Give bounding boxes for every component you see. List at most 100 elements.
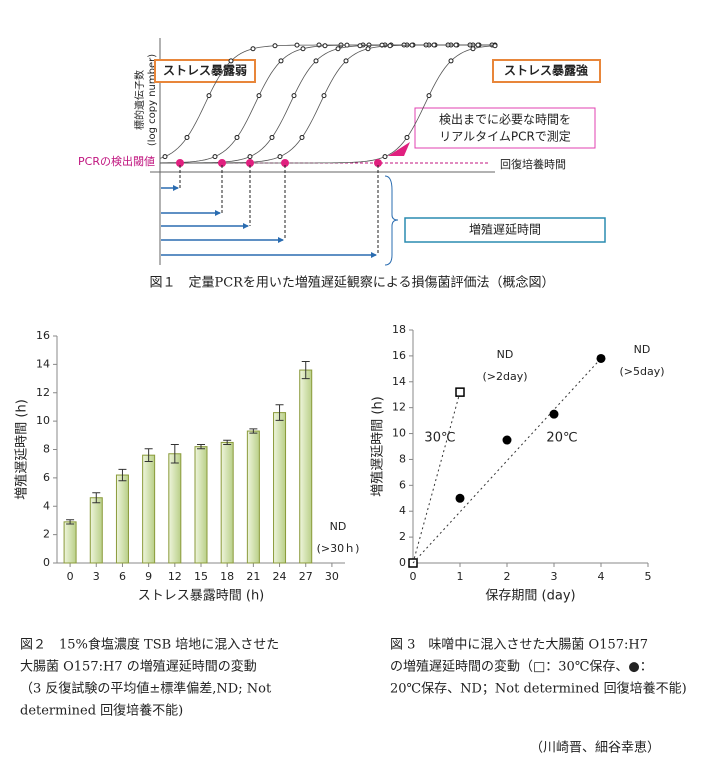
curve-point (294, 42, 300, 48)
y-tick-label: 12 (392, 401, 406, 414)
curve-point (431, 42, 437, 48)
label-weak: ストレス暴露弱 (163, 63, 247, 78)
error-bar (92, 492, 101, 504)
curve-point (300, 46, 306, 52)
figure-1: 標的遺伝子数 (log copy number) PCRの検出閾値 回復培養時間… (78, 38, 606, 291)
x-axis-label: 保存期間 (day) (485, 589, 575, 604)
x-tick-label: 3 (551, 570, 558, 583)
x-tick-label: 30 (325, 570, 339, 583)
x-tick-label: 0 (410, 570, 417, 583)
annotation: (>2day) (482, 370, 527, 383)
curve-point (313, 58, 319, 64)
y-tick-label: 14 (392, 375, 406, 388)
trend-line (412, 392, 461, 564)
curve-point (234, 134, 240, 140)
note: リアルタイムPCRで測定 (439, 129, 571, 144)
point (502, 435, 512, 445)
y-tick-label: 18 (392, 323, 406, 336)
delay-box (404, 217, 606, 243)
curve-point (426, 93, 432, 99)
curve-point (277, 154, 283, 160)
bar (115, 474, 129, 564)
bar (194, 446, 208, 564)
threshold-cross (176, 159, 184, 167)
bar (246, 430, 260, 564)
error-bar (301, 361, 310, 380)
x-tick-label: 5 (645, 570, 652, 583)
curve-point (322, 43, 328, 49)
curve-point (335, 46, 341, 52)
y-tick-label: 2 (399, 530, 406, 543)
label-strong: ストレス暴露強 (504, 63, 588, 78)
y-tick-label: 8 (399, 452, 406, 465)
x-tick-label: 0 (67, 570, 74, 583)
threshold-cross (246, 159, 254, 167)
error-bar (197, 444, 205, 450)
caption: 大腸菌 O157:H7 の増殖遅延時間の変動 (20, 659, 257, 675)
curve-point (387, 43, 393, 49)
x-tick-label: 2 (504, 570, 511, 583)
curve-point (247, 154, 253, 160)
bar (63, 521, 77, 564)
curve-point (409, 42, 415, 48)
error-bar (249, 428, 258, 434)
arrow-head (243, 223, 249, 229)
bar (299, 369, 313, 564)
bar (89, 497, 103, 564)
bar (273, 412, 287, 564)
y-label: 標的遺伝子数 (133, 70, 146, 130)
annotation: (>30ｈ) (317, 542, 360, 555)
note: 検出までに必要な時間を (439, 113, 571, 127)
y-tick-label: 6 (43, 471, 50, 484)
arrow-head (371, 252, 377, 258)
y-tick-label: 8 (43, 443, 50, 456)
caption: 図１ 定量PCRを用いた増殖遅延観察による損傷菌評価法（概念図） (149, 275, 554, 291)
trend-line (412, 358, 602, 564)
curve-point (343, 58, 349, 64)
curve-point (492, 43, 498, 49)
caption: 図２ 15%食塩濃度 TSB 培地に混入させた (20, 637, 279, 653)
y-tick-label: 4 (43, 499, 50, 512)
curve-point (212, 154, 218, 160)
curve-point (365, 46, 371, 52)
series-label: 30℃ (424, 431, 455, 446)
error-bar (66, 519, 75, 525)
annotation: ND (497, 348, 514, 361)
caption: 図 3 味噌中に混入させた大腸菌 O157:H7 (390, 638, 648, 653)
y-axis-label: 増殖遅延時間 (h) (14, 399, 30, 500)
x-tick-label: 1 (457, 570, 464, 583)
threshold-cross (218, 159, 226, 167)
y-axis-label: 増殖遅延時間 (h) (370, 396, 386, 497)
curve-point (404, 134, 410, 140)
curve-point (453, 42, 459, 48)
curve-point (448, 58, 454, 64)
annotation: ND (634, 343, 651, 356)
curve-point (269, 134, 275, 140)
error-bar (223, 439, 232, 446)
y-tick-label: 14 (36, 357, 50, 370)
point (549, 409, 559, 419)
threshold-cross (281, 159, 289, 167)
arrow-head (173, 185, 179, 191)
threshold-label: PCRの検出閾値 (78, 154, 155, 168)
bar (168, 453, 182, 564)
annotation: (>5day) (619, 365, 664, 378)
point (455, 387, 465, 397)
error-bar (170, 444, 179, 464)
y-tick-label: 16 (392, 349, 406, 362)
y-tick-label: 0 (43, 556, 50, 569)
series-label: 20℃ (546, 431, 577, 446)
x-tick-label: 4 (598, 570, 605, 583)
caption: determined 回復培養不能) (20, 703, 183, 719)
y-tick-label: 16 (36, 329, 50, 342)
x-tick-label: 6 (119, 570, 126, 583)
curve-point (475, 42, 481, 48)
bar (142, 454, 156, 564)
x-axis-label: ストレス暴露時間 (h) (138, 589, 265, 604)
arrow-head (215, 210, 221, 216)
author: （川崎晋、細谷幸恵） (530, 741, 660, 756)
curve-point (206, 93, 212, 99)
x-tick-label: 9 (145, 570, 152, 583)
caption: の増殖遅延時間の変動（□：30℃保存、●： (390, 659, 653, 675)
